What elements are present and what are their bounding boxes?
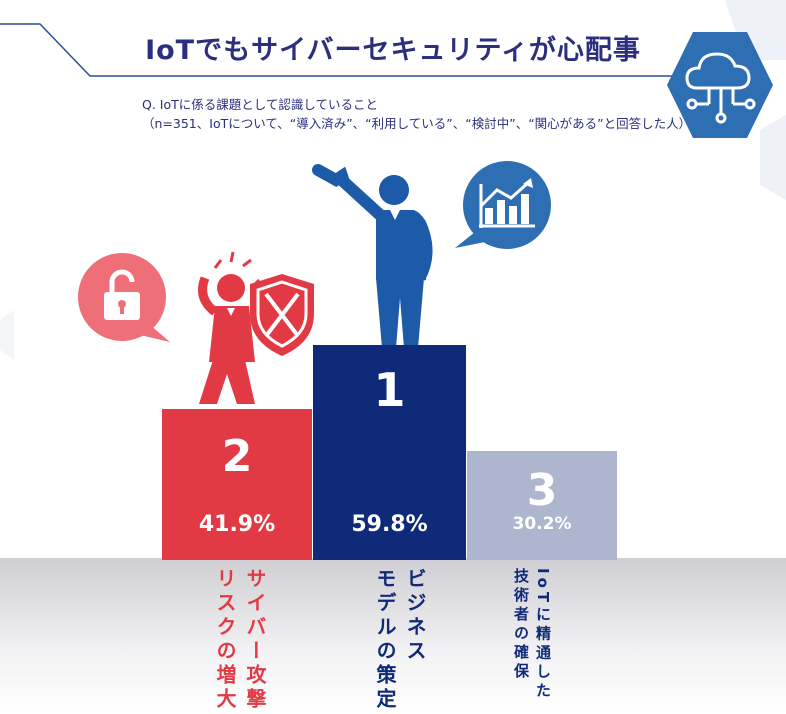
value-label: 59.8% — [351, 512, 428, 537]
unlock-icon — [78, 253, 170, 342]
question-text: Q. IoTに係る課題として認識していること — [142, 97, 379, 112]
growth-chart-icon — [455, 161, 551, 249]
figure-defending — [198, 251, 265, 404]
figure-pointing — [312, 164, 433, 348]
rank-number: 1 — [373, 363, 406, 417]
value-label: 30.2% — [512, 514, 572, 534]
rank-number: 2 — [221, 431, 253, 482]
podium-floor — [0, 558, 786, 714]
rank-number: 3 — [526, 465, 558, 516]
hexagon-decor — [725, 0, 786, 60]
value-label: 41.9% — [198, 512, 276, 537]
podium-bar-rank-3: 3 30.2% — [467, 451, 617, 560]
cloud-network-icon — [667, 32, 773, 138]
hexagon-decor — [0, 310, 14, 360]
question-note: （n=351、IoTについて、“導入済み”、“利用している”、“検討中”、“関心… — [142, 116, 692, 131]
category-label: サイバー攻撃 リスクの増大 — [213, 568, 267, 712]
page-title: IoTでもサイバーセキュリティが心配事 — [145, 35, 641, 66]
category-label: ビジネス モデルの策定 — [373, 568, 427, 712]
shield-icon — [250, 274, 314, 356]
category-label: IoTに精通した 技術者の確保 — [512, 568, 552, 702]
podium-bar-rank-2: 2 41.9% — [162, 409, 312, 560]
header-line — [0, 23, 690, 77]
podium-bar-rank-1: 1 59.8% — [313, 345, 466, 560]
hexagon-decor — [760, 115, 786, 200]
